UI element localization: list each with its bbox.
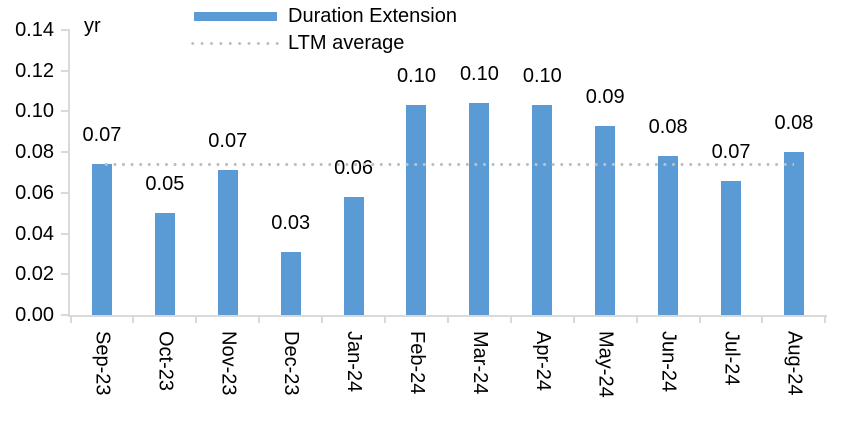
bar-value-label: 0.07 [208, 130, 248, 153]
y-axis-tick [61, 69, 70, 72]
y-axis-tick-label: 0.08 [15, 141, 54, 164]
x-axis-tick [321, 315, 324, 323]
x-axis-tick [384, 315, 387, 323]
y-axis-tick [61, 232, 70, 235]
x-axis-tick-label: Nov-23 [217, 331, 240, 396]
x-axis-tick [824, 315, 827, 323]
x-axis-tick [132, 315, 135, 323]
y-axis-tick [61, 314, 70, 316]
bar-May-24 [595, 125, 616, 315]
legend-swatch-box [188, 30, 282, 57]
y-axis-tick-label: 0.12 [15, 59, 54, 82]
x-axis-tick-label: May-24 [594, 331, 617, 398]
bar-value-label: 0.08 [648, 116, 688, 139]
y-axis-tick [61, 110, 70, 113]
y-axis-tick [61, 29, 70, 31]
bar-value-label: 0.09 [585, 85, 625, 108]
y-axis-tick-label: 0.10 [15, 100, 54, 123]
x-axis-tick-label: Apr-24 [531, 331, 554, 392]
x-axis-tick [635, 315, 638, 323]
bar-Sep-23 [91, 164, 112, 315]
y-axis-unit-label: yr [84, 15, 101, 37]
y-axis-tick-label: 0.04 [15, 222, 54, 245]
x-axis-tick-label: Jul-24 [720, 331, 743, 386]
x-axis-tick-label: Mar-24 [468, 331, 491, 395]
bar-value-label: 0.05 [145, 173, 185, 196]
x-axis-tick [698, 315, 701, 323]
x-axis-tick-label: Jun-24 [657, 331, 680, 393]
bar-series-swatch-icon [193, 12, 277, 21]
bar-Jan-24 [343, 196, 364, 315]
bar-value-label: 0.08 [774, 112, 814, 135]
bar-value-label: 0.10 [459, 63, 499, 86]
y-axis-tick-label: 0.06 [15, 181, 54, 204]
y-axis-tick-label: 0.02 [15, 263, 54, 286]
x-axis-tick [446, 315, 449, 323]
x-axis-tick-label: Feb-24 [405, 331, 428, 395]
bar-Aug-24 [783, 152, 804, 315]
y-axis-line [68, 30, 70, 317]
bar-value-label: 0.10 [397, 65, 436, 88]
bar-value-label: 0.03 [271, 211, 311, 234]
legend: Duration Extension LTM average [188, 3, 518, 57]
x-axis-tick-label: Jan-24 [343, 331, 366, 393]
x-axis-tick [572, 315, 575, 323]
x-axis-tick-label: Dec-23 [280, 331, 303, 396]
x-axis-tick [509, 315, 512, 323]
legend-item-duration-extension: Duration Extension [188, 3, 518, 30]
bar-Dec-23 [280, 251, 301, 315]
bar-value-label: 0.06 [334, 156, 374, 179]
bar-Oct-23 [154, 213, 175, 315]
x-axis-tick [195, 315, 198, 323]
x-axis-tick-label: Sep-23 [91, 331, 114, 396]
x-axis-tick-label: Aug-24 [783, 331, 806, 396]
y-axis-tick-label: 0.00 [15, 304, 54, 326]
bar-Feb-24 [406, 105, 427, 315]
x-axis-tick-label: Oct-23 [154, 331, 177, 392]
y-axis-tick [61, 191, 70, 194]
x-axis-tick [258, 315, 261, 323]
bar-value-label: 0.07 [82, 124, 122, 147]
bar-Nov-23 [217, 170, 238, 315]
legend-label-ltm-average: LTM average [288, 32, 405, 54]
x-axis-tick [69, 315, 72, 323]
bar-value-label: 0.07 [711, 140, 751, 163]
legend-label-duration-extension: Duration Extension [288, 5, 457, 27]
bar-Mar-24 [469, 103, 490, 315]
bar-Jul-24 [721, 180, 742, 315]
y-axis-tick-label: 0.14 [15, 19, 54, 41]
x-axis-tick [761, 315, 764, 323]
ltm-average-line [101, 162, 794, 166]
legend-item-ltm-average: LTM average [188, 30, 518, 57]
bar-value-label: 0.10 [522, 65, 562, 88]
y-axis-tick [61, 151, 70, 154]
y-axis-tick [61, 273, 70, 276]
dotted-line-swatch-icon [188, 42, 282, 45]
legend-swatch-box [188, 3, 282, 30]
bar-Apr-24 [532, 105, 553, 315]
bar-Jun-24 [658, 156, 679, 315]
